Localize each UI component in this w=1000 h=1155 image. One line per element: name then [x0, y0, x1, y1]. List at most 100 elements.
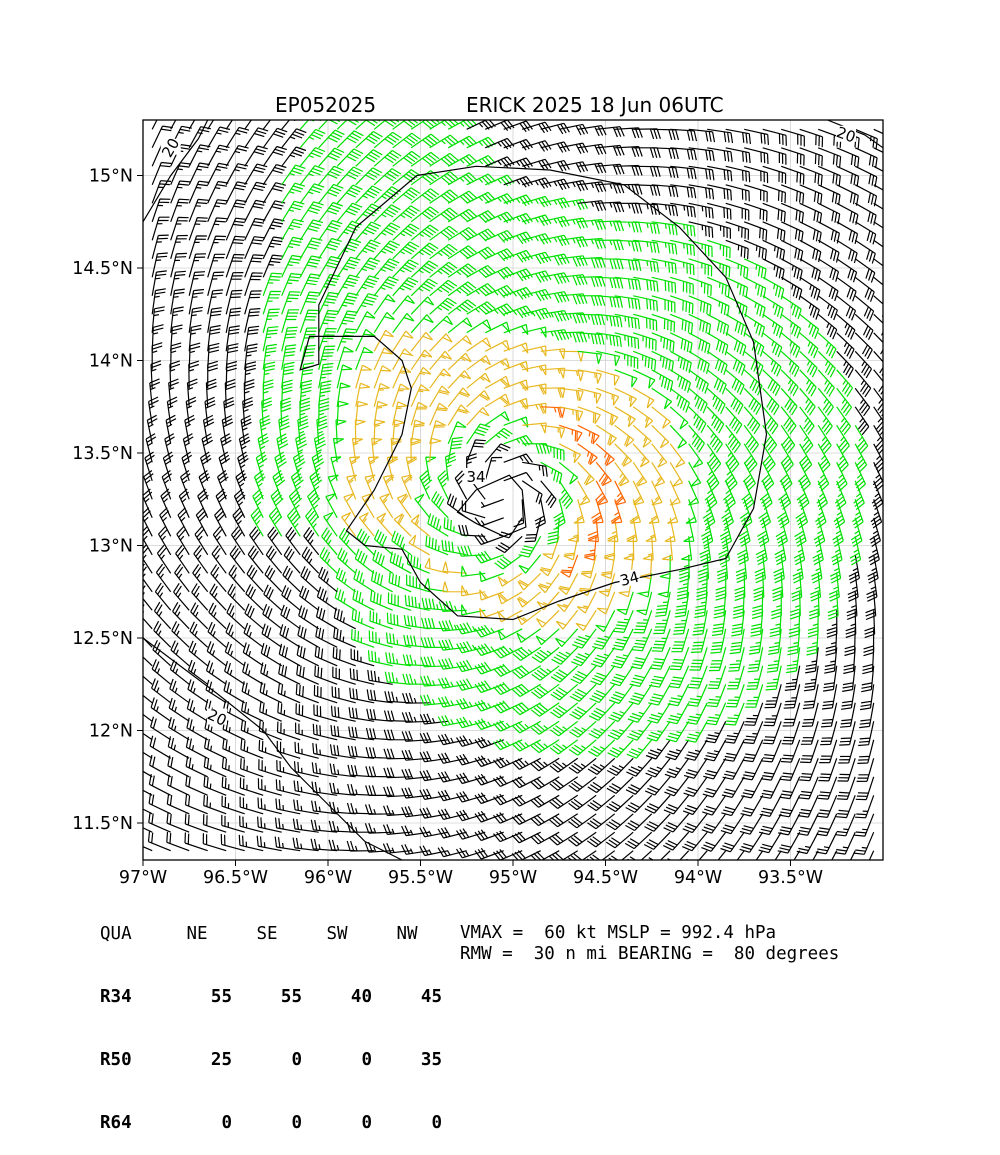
wind-barb [688, 443, 704, 469]
wind-barb [419, 845, 449, 857]
wind-barb [244, 199, 267, 223]
wind-barb [466, 246, 496, 260]
wind-barb [644, 776, 671, 796]
wind-barb [836, 387, 852, 417]
wind-barb [765, 665, 782, 691]
wind-barb [420, 656, 449, 668]
wind-barb [244, 272, 263, 296]
wind-barb [338, 527, 357, 556]
wind-barb [456, 697, 486, 710]
wind-barb [207, 324, 221, 352]
wind-barb [437, 808, 467, 820]
wind-barb [225, 272, 244, 296]
wind-barb [741, 758, 764, 781]
wind-barb [729, 628, 745, 655]
wind-barb [151, 234, 169, 259]
wind-barb [240, 414, 252, 444]
wind-barb [627, 702, 653, 723]
wind-barb [402, 654, 430, 667]
wind-barb [556, 591, 579, 613]
wind-barb [819, 739, 838, 764]
wind-barb [595, 424, 617, 447]
wind-barb [401, 730, 430, 742]
wind-barb [512, 665, 542, 679]
wind-barb [846, 591, 858, 620]
wind-barb [817, 424, 832, 454]
wind-barb [185, 775, 208, 796]
wind-barb [455, 735, 486, 747]
wind-barb [300, 566, 320, 593]
wind-barb [858, 721, 875, 747]
wind-barb [484, 156, 515, 168]
wind-barb [511, 794, 541, 807]
wind-barb [328, 820, 356, 833]
wind-barb [262, 218, 285, 241]
wind-barb [817, 313, 838, 340]
wind-barb [655, 591, 671, 617]
wind-barb [419, 751, 449, 763]
wind-barb [252, 488, 264, 519]
wind-barb [318, 129, 345, 149]
wind-barb [203, 795, 227, 815]
wind-barb [704, 480, 718, 510]
wind-barb [560, 554, 579, 578]
wind-barb [188, 162, 210, 186]
wind-barb [791, 573, 803, 602]
wind-barb [244, 163, 268, 186]
wind-barb [553, 499, 566, 529]
wind-barb [299, 379, 313, 407]
wind-barb [570, 665, 597, 685]
wind-barb [817, 147, 842, 168]
wind-barb [262, 272, 283, 297]
wind-barb [186, 378, 198, 407]
wind-barb [577, 237, 606, 250]
table-header-row: QUA NE SE SW NW [100, 924, 442, 945]
wind-barb [832, 517, 844, 548]
wind-barb [596, 313, 623, 328]
wind-barb [683, 776, 708, 797]
wind-barb [281, 164, 306, 186]
wind-barb [813, 517, 826, 547]
wind-barb [262, 361, 276, 389]
wind-barb [706, 313, 730, 336]
wind-barb [149, 754, 171, 778]
wind-barb [332, 647, 356, 667]
wind-barb [257, 816, 282, 833]
wind-barb [762, 184, 786, 204]
wind-barb [577, 369, 602, 384]
wind-barb [366, 708, 393, 722]
wind-barb [355, 293, 379, 315]
wind-barb [651, 276, 677, 294]
wind-barb [329, 763, 356, 778]
wind-barb [244, 236, 265, 260]
wind-barb [354, 548, 375, 574]
wind-barb [725, 424, 741, 454]
wind-barb [540, 272, 570, 285]
wind-barb [873, 443, 883, 473]
wind-barb [392, 241, 420, 260]
wind-barb [318, 362, 334, 389]
wind-barb [265, 545, 283, 574]
wind-barb [274, 817, 301, 833]
wind-barb [143, 525, 153, 556]
wind-barb [466, 301, 496, 315]
wind-barb [549, 720, 579, 737]
wind-barb [731, 610, 745, 637]
wind-barb [365, 785, 393, 796]
wind-barb [651, 387, 673, 410]
wind-barb [632, 387, 655, 409]
wind-barb [522, 422, 547, 434]
wind-barb [229, 545, 246, 574]
wind-barb [149, 735, 172, 759]
wind-barb [281, 218, 304, 241]
wind-barb [725, 184, 750, 202]
wind-barb [511, 831, 541, 844]
wind-barb [743, 313, 766, 338]
wind-barb [245, 584, 264, 611]
wind-barb [444, 452, 457, 481]
wind-barb [577, 480, 591, 506]
wind-barb [385, 632, 412, 648]
wind-barb [669, 406, 689, 430]
wind-barb [577, 143, 607, 156]
